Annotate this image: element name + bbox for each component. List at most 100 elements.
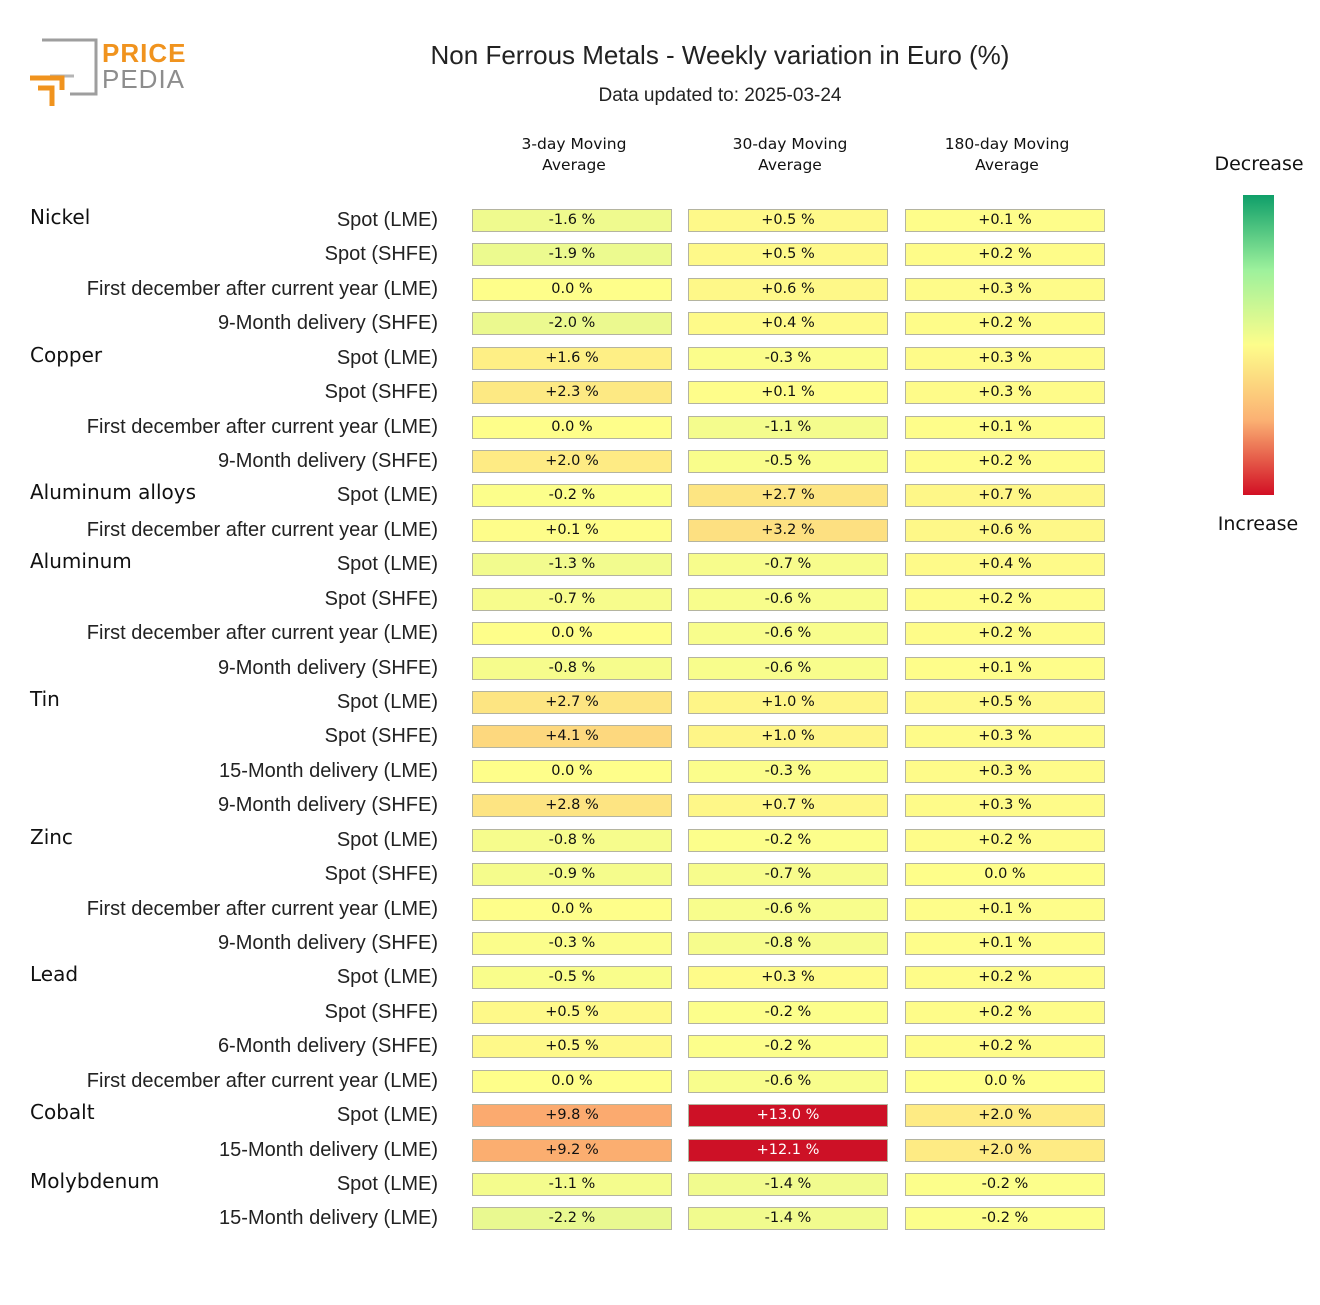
pricepedia-logo: PRICE PEDIA (28, 36, 188, 112)
row-label: 9-Month delivery (SHFE) (217, 656, 438, 679)
group-label: Nickel (30, 205, 91, 229)
heatmap-cell: -0.8 % (472, 828, 672, 852)
heatmap-cell: 0.0 % (905, 863, 1105, 887)
row-label: Spot (LME) (336, 966, 438, 989)
row-label: Spot (LME) (336, 346, 438, 369)
heatmap-cell: +0.5 % (472, 1035, 672, 1059)
heatmap-cell: -0.6 % (688, 622, 888, 646)
group-label: Zinc (30, 824, 73, 849)
heatmap-cell: +0.3 % (905, 725, 1105, 749)
row-label: Spot (LME) (336, 484, 438, 507)
legend-increase-label: Increase (1217, 513, 1299, 535)
heatmap-cell: -0.2 % (688, 1035, 888, 1059)
row-label: 9-Month delivery (SHFE) (217, 932, 438, 955)
heatmap-cell: +0.3 % (905, 759, 1105, 783)
group-label: Molybdenum (30, 1169, 160, 1194)
heatmap-cell: -0.2 % (472, 484, 672, 508)
heatmap-cell: +0.5 % (905, 691, 1105, 715)
chart-title: Non Ferrous Metals - Weekly variation in… (430, 40, 1010, 70)
heatmap-cell: +0.3 % (905, 381, 1105, 405)
logo-word-price: PRICE (102, 38, 187, 68)
heatmap-cell: +13.0 % (688, 1104, 888, 1128)
row-label: Spot (LME) (336, 1104, 438, 1127)
heatmap-cell: -0.8 % (688, 932, 888, 956)
pricepedia-logo-mark-icon (30, 38, 98, 106)
heatmap-cell: +0.1 % (688, 381, 888, 405)
heatmap-cell: -1.4 % (688, 1173, 888, 1197)
heatmap-cell: +1.6 % (472, 346, 672, 370)
column-header: 3-day Moving Average (521, 135, 627, 174)
heatmap-cell: 0.0 % (472, 759, 672, 783)
heatmap-cell: 0.0 % (472, 897, 672, 921)
column-header: 30-day Moving Average (732, 135, 848, 174)
heatmap-cell: +0.6 % (905, 518, 1105, 542)
heatmap-cell: 0.0 % (472, 622, 672, 646)
heatmap-cell: +0.2 % (905, 1000, 1105, 1024)
row-label: 15-Month delivery (LME) (219, 1138, 438, 1161)
row-label: 9-Month delivery (SHFE) (217, 450, 438, 472)
heatmap-cell: +2.3 % (472, 381, 672, 405)
heatmap-cell: -0.7 % (472, 587, 672, 611)
row-label: First december after current year (LME) (86, 277, 438, 300)
group-label: Aluminum alloys (30, 480, 197, 505)
row-label: Spot (LME) (336, 828, 438, 851)
heatmap-cell: +2.7 % (688, 484, 888, 508)
heatmap-cell: 0.0 % (472, 415, 672, 439)
row-label: Spot (SHFE) (324, 587, 438, 610)
row-label: 15-Month delivery (LME) (219, 759, 438, 782)
row-label: Spot (SHFE) (324, 863, 438, 886)
heatmap-cell: +12.1 % (688, 1138, 888, 1162)
row-label: Spot (LME) (336, 553, 438, 576)
heatmap-cell: +9.2 % (472, 1138, 672, 1162)
heatmap-cell: +0.6 % (688, 277, 888, 301)
heatmap-cell: +0.1 % (472, 518, 672, 542)
group-label: Lead (30, 962, 79, 987)
heatmap-cell: -0.6 % (688, 656, 888, 680)
heatmap-cell: +0.2 % (905, 243, 1105, 267)
heatmap-cell: +0.2 % (905, 450, 1105, 473)
heatmap-cell: +4.1 % (472, 725, 672, 749)
heatmap-cell: +0.2 % (905, 828, 1105, 852)
heatmap-cell: +0.1 % (905, 897, 1105, 921)
row-label: Spot (LME) (336, 209, 438, 231)
heatmap-cell: +3.2 % (688, 518, 888, 542)
row-label: Spot (SHFE) (324, 381, 438, 404)
logo-word-pedia: PEDIA (102, 64, 186, 94)
heatmap-cell: -0.8 % (472, 656, 672, 680)
row-label: First december after current year (LME) (86, 415, 438, 438)
heatmap-cell: +1.0 % (688, 691, 888, 715)
group-label: Cobalt (30, 1100, 95, 1125)
heatmap-cell: +0.5 % (688, 243, 888, 267)
row-label: Spot (LME) (336, 1173, 438, 1196)
heatmap-cell: -0.7 % (688, 553, 888, 577)
legend-decrease-label: Decrease (1214, 153, 1304, 175)
row-label: First december after current year (LME) (86, 897, 438, 920)
heatmap-cell: -0.2 % (905, 1207, 1105, 1231)
heatmap-cell: -0.6 % (688, 897, 888, 921)
group-label: Copper (30, 342, 103, 367)
group-label: Tin (30, 687, 60, 712)
heatmap-cell: +0.2 % (905, 966, 1105, 990)
heatmap-cell: 0.0 % (472, 277, 672, 301)
heatmap-cell: +0.5 % (688, 209, 888, 232)
heatmap-cell: +0.4 % (905, 553, 1105, 577)
heatmap-cell: -0.2 % (905, 1173, 1105, 1197)
column-header: 180-day Moving Average (944, 135, 1070, 174)
row-label: Spot (SHFE) (324, 243, 438, 266)
heatmap-cell: -2.2 % (472, 1207, 672, 1231)
heatmap-cell: -0.5 % (688, 450, 888, 473)
heatmap-cell: +0.3 % (905, 794, 1105, 818)
heatmap-cell: -0.3 % (688, 346, 888, 370)
heatmap-cell: -1.3 % (472, 553, 672, 577)
heatmap-cell: +0.2 % (905, 622, 1105, 646)
heatmap-cell: +0.5 % (472, 1000, 672, 1024)
heatmap-cell: -0.2 % (688, 1000, 888, 1024)
heatmap-cell: +0.1 % (905, 932, 1105, 956)
heatmap-cell: +2.0 % (905, 1138, 1105, 1162)
heatmap-cell: +0.2 % (905, 587, 1105, 611)
heatmap-cell: +0.3 % (688, 966, 888, 990)
heatmap-cell: -0.2 % (688, 828, 888, 852)
heatmap-cell: +0.1 % (905, 656, 1105, 680)
row-label: First december after current year (LME) (86, 1069, 438, 1092)
heatmap-cell: +2.0 % (472, 450, 672, 473)
